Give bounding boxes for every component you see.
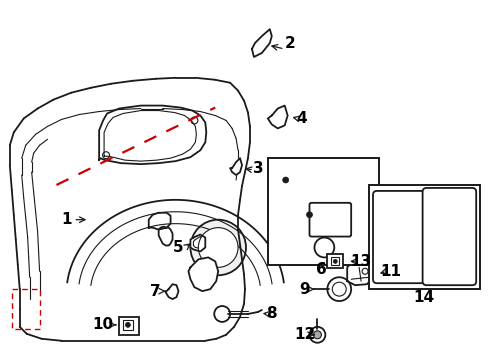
Text: 12: 12: [293, 327, 314, 342]
Bar: [267, 158, 378, 265]
Text: 1: 1: [61, 212, 71, 227]
Circle shape: [313, 331, 321, 339]
Bar: [122, 320, 133, 330]
Polygon shape: [251, 29, 271, 57]
Circle shape: [282, 177, 288, 183]
FancyBboxPatch shape: [309, 203, 350, 237]
Circle shape: [190, 220, 245, 275]
Circle shape: [198, 228, 238, 267]
Polygon shape: [190, 235, 205, 251]
Text: 10: 10: [92, 318, 113, 332]
Text: 9: 9: [299, 282, 309, 297]
Text: 8: 8: [266, 306, 277, 321]
Circle shape: [306, 212, 312, 218]
Bar: [368, 185, 479, 289]
Text: 4: 4: [296, 111, 306, 126]
Polygon shape: [165, 284, 178, 299]
Circle shape: [125, 323, 130, 327]
Bar: [331, 257, 339, 265]
Text: 3: 3: [252, 161, 263, 176]
Polygon shape: [230, 158, 242, 175]
FancyBboxPatch shape: [372, 191, 424, 283]
Text: 11: 11: [380, 264, 401, 279]
Text: 6: 6: [315, 262, 326, 277]
Polygon shape: [346, 257, 373, 285]
Circle shape: [333, 260, 337, 264]
Bar: [326, 255, 343, 268]
Text: 5: 5: [173, 240, 183, 255]
Text: 14: 14: [412, 289, 433, 305]
Text: 13: 13: [350, 254, 371, 269]
Bar: [119, 317, 139, 335]
Text: 7: 7: [150, 284, 161, 299]
Polygon shape: [267, 105, 287, 129]
Polygon shape: [188, 257, 218, 291]
Text: 2: 2: [284, 36, 294, 50]
FancyBboxPatch shape: [422, 188, 475, 285]
